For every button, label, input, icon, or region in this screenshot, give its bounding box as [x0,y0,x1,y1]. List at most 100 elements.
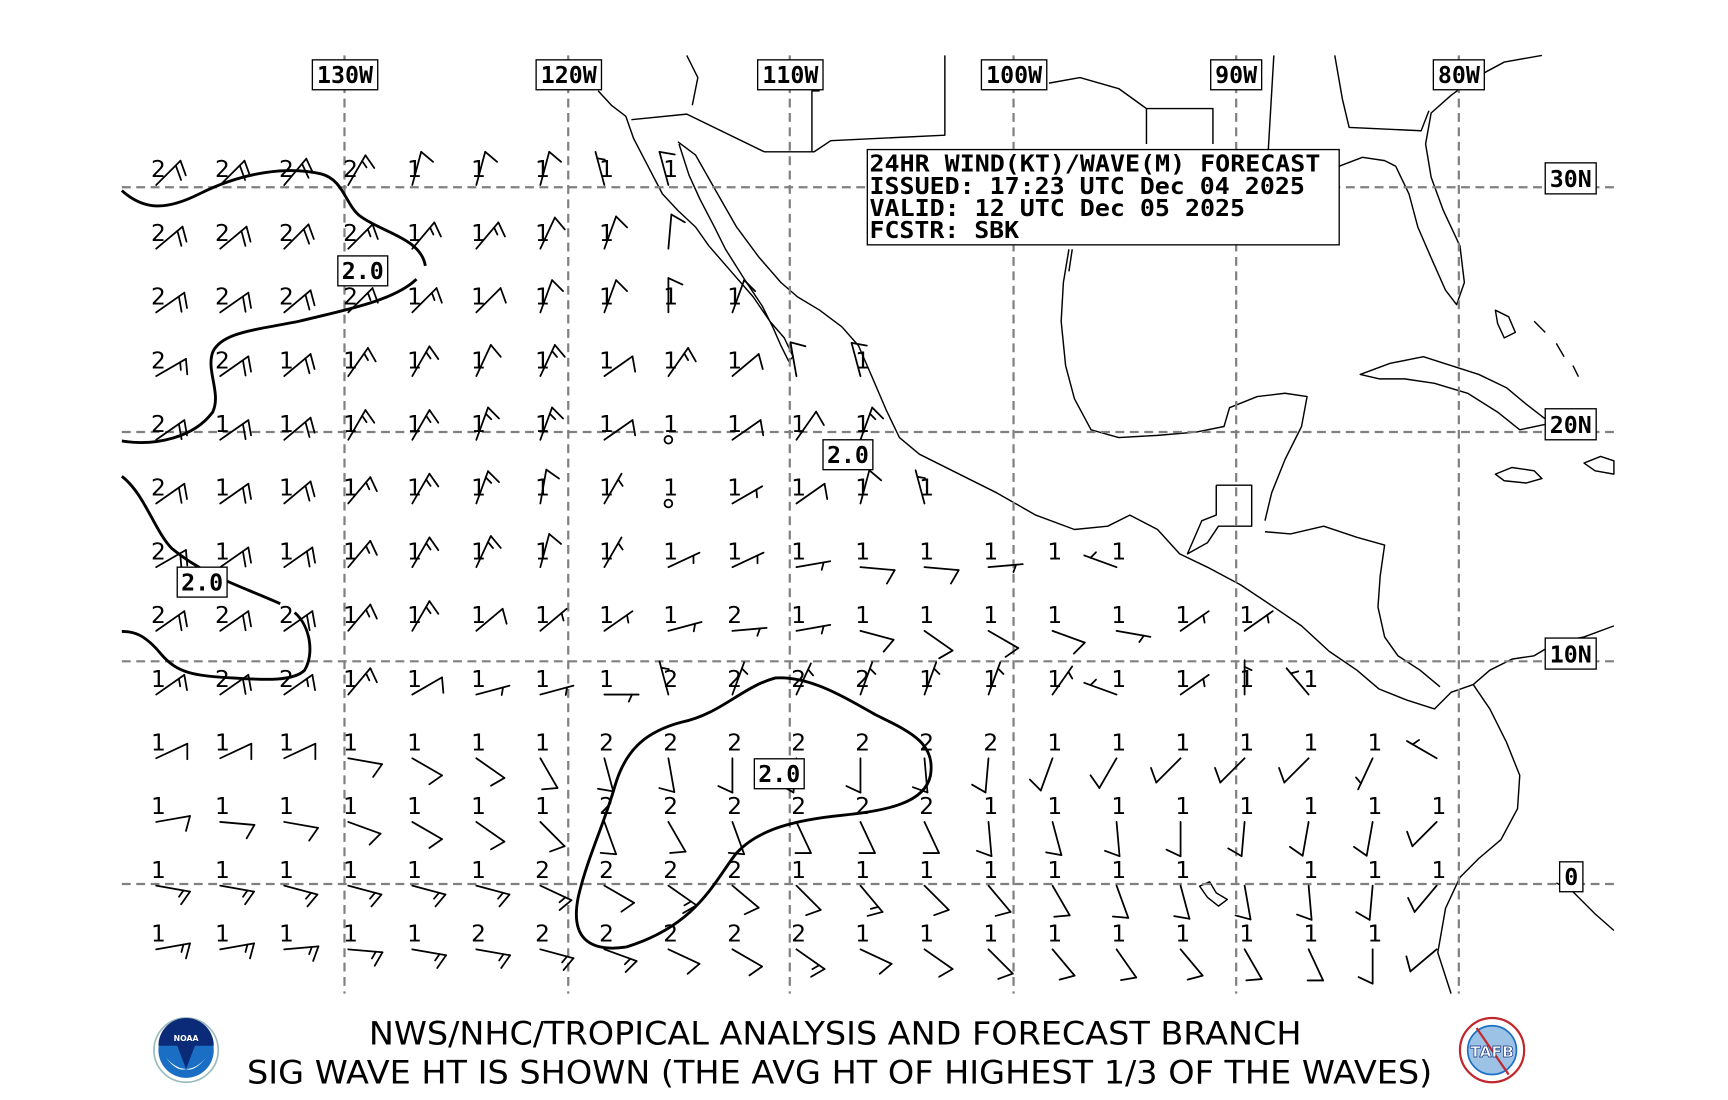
wave-height-label: 1 [599,602,614,629]
wind-barb-staff [539,533,551,569]
wave-height-label: 1 [1047,602,1062,629]
wind-barb-full [717,785,734,794]
wind-barb-full [185,549,189,567]
wind-barb-half [811,964,821,970]
wind-barb [603,948,638,973]
wind-barb-staff [795,624,832,632]
wind-barb-full [1045,851,1063,856]
wave-height-label: 1 [599,347,614,374]
station: 2 [791,921,826,978]
wind-barb-full [615,279,628,292]
wave-height-label: 2 [919,793,934,820]
wind-barb [283,546,316,569]
wind-barb-full [305,157,314,174]
wind-barb-full [240,230,247,247]
station: 1 [983,538,1024,573]
station: 2 [151,156,187,186]
graticule [121,55,1614,994]
wind-barb [283,289,316,314]
wind-barb-staff [594,150,606,186]
wave-height-label: 2 [663,857,678,884]
wave-height-label: 2 [919,729,934,756]
lon-label-110w: 110W [762,62,818,89]
wind-barb-full [1227,847,1243,858]
wind-barb-half [244,943,249,953]
wind-barb [219,942,255,960]
wind-barb-half [564,686,568,696]
wind-barb-staff [1051,948,1076,977]
wind-barb [987,629,1020,658]
wind-barb [731,551,765,569]
wind-barb [795,884,822,917]
wind-barb-full [805,909,822,917]
station: 1 [279,793,319,842]
wave-height-label: 1 [983,921,998,948]
station: 1 [407,220,442,250]
wind-barb-half [916,475,926,479]
wind-barb-staff [923,566,960,572]
wind-barb [155,742,189,761]
wind-barb-full [243,159,251,177]
wave-height-label: 1 [1239,729,1254,756]
wind-barb-full [245,824,256,840]
wind-barb-full [501,607,508,625]
station: 1 [535,216,566,250]
wind-barb-full [428,536,440,552]
wind-barb-full [789,341,807,348]
wind-barb-staff [987,884,1012,913]
wind-barb [658,660,670,696]
wind-barb-full [1278,767,1286,784]
wind-barb-staff [347,757,383,766]
wave-height-label: 2 [791,666,806,693]
station: 1 [727,538,765,569]
wave-height-label: 2 [599,793,614,820]
wind-barb-staff [475,470,489,505]
wind-barb-full [548,533,562,545]
wind-barb-full [1186,974,1204,981]
wave-height-label: 2 [663,921,678,948]
wave-height-label: 1 [1303,729,1318,756]
station: 1 [471,602,508,632]
wind-barb-staff [283,480,312,505]
station: 1 [1083,538,1126,569]
wind-barb-full [367,347,377,363]
wave-height-label: 1 [663,156,678,183]
station: 1 [407,284,443,314]
wind-barb [731,419,765,441]
wind-barb-half [560,612,565,622]
contour-label-text: 2.0 [181,569,223,596]
wind-barb-full [1214,767,1222,784]
wind-barb [850,342,868,377]
wind-barb-staff [1243,884,1252,921]
wave-height-label: 2 [599,729,614,756]
wind-barb [283,610,316,632]
wind-barb [1234,884,1252,921]
station: 1 [471,666,511,696]
station: 2 [791,793,812,854]
station: 1 [855,469,883,505]
wind-barb-staff [539,150,551,186]
wave-height-label: 1 [599,411,614,438]
wave-height-label: 1 [1239,666,1254,693]
station: 2 [215,284,252,314]
wind-barb-staff [1039,757,1054,792]
wind-barb-half [497,891,504,900]
wind-barb [539,279,564,314]
wind-barb [219,355,252,377]
wave-height-label: 1 [1367,793,1382,820]
station: 1 [594,150,614,186]
station: 1 [535,344,566,377]
wind-barb-half [755,488,758,499]
wind-barb-full [620,901,635,913]
wind-barb-full [249,942,255,960]
station: 2 [599,793,617,856]
wind-barb [1051,665,1074,696]
station: 1 [471,284,507,314]
station: 2 [151,538,189,570]
wind-barb [667,347,697,377]
wind-barb-staff [155,884,191,893]
wind-barb-full [743,279,757,292]
wind-barb-staff [1406,740,1438,760]
wind-barb [1405,948,1438,973]
wind-barb-staff [987,821,993,858]
